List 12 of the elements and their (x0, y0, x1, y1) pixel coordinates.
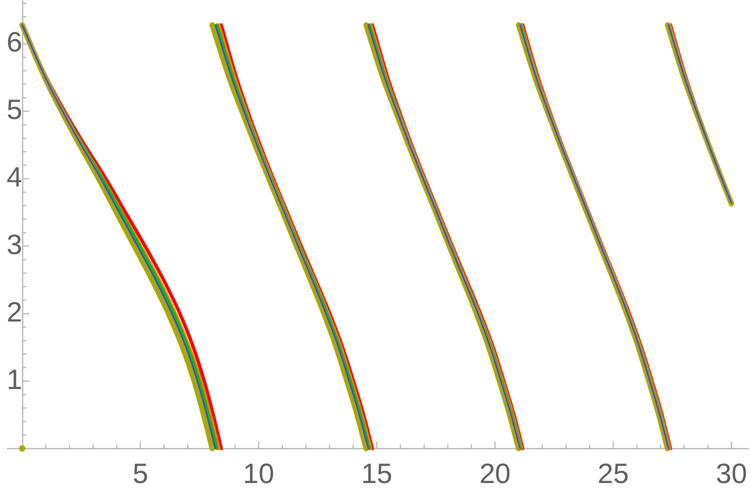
y-tick-label: 3 (6, 228, 22, 260)
y-tick-label: 5 (6, 94, 22, 125)
x-tick-label: 25 (598, 458, 629, 490)
y-tick-label: 2 (6, 296, 22, 328)
x-tick-label: 5 (132, 458, 148, 490)
y-tick-label: 6 (6, 26, 22, 58)
x-tick-label: 30 (716, 458, 748, 490)
x-tick-label: 10 (243, 458, 274, 490)
y-tick-label: 1 (6, 364, 22, 395)
x-tick-label: 20 (479, 458, 511, 490)
y-tick-label: 4 (6, 161, 22, 192)
x-tick-label: 15 (361, 458, 392, 490)
